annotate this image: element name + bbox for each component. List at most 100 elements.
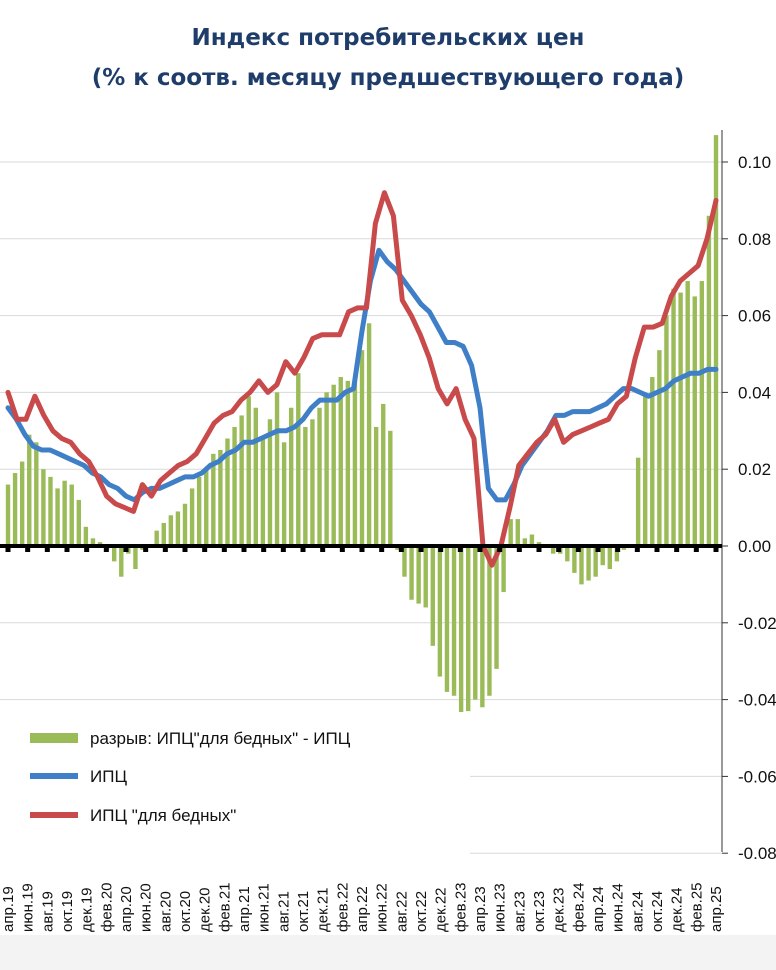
gap-bar bbox=[635, 457, 641, 546]
zero-line-tick bbox=[359, 544, 365, 552]
gap-bar bbox=[253, 407, 258, 546]
x-tick-label-30: апр.24 bbox=[590, 886, 607, 932]
x-tick-label-16: дек.21 bbox=[315, 887, 332, 932]
gap-bar bbox=[246, 396, 251, 546]
gap-bar bbox=[225, 438, 230, 546]
x-tick-label-1: июн.19 bbox=[20, 883, 37, 932]
gap-bar bbox=[182, 503, 188, 546]
gap-bar bbox=[76, 499, 81, 546]
cpi-poor-line bbox=[5, 190, 719, 568]
gap-bar bbox=[692, 296, 697, 546]
x-tick-label-27: окт.23 bbox=[531, 891, 548, 932]
gap-bar bbox=[522, 538, 528, 546]
gap-bar bbox=[607, 546, 612, 570]
gap-bar bbox=[34, 442, 39, 546]
legend-box bbox=[0, 712, 470, 862]
gap-bar bbox=[614, 546, 620, 562]
gap-bar bbox=[133, 546, 138, 570]
gap-bar bbox=[175, 511, 181, 546]
gap-bar bbox=[119, 546, 124, 577]
y-tick-label-7: -0.04 bbox=[738, 691, 776, 710]
gap-bar bbox=[296, 373, 301, 546]
gap-bar bbox=[713, 135, 719, 546]
x-tick-label-14: авг.21 bbox=[275, 891, 292, 932]
x-tick-label-28: дек.23 bbox=[551, 887, 568, 932]
zero-line-tick bbox=[202, 544, 208, 552]
zero-line-tick bbox=[25, 544, 31, 552]
zero-line-tick bbox=[418, 544, 424, 552]
x-tick-label-10: дек.20 bbox=[197, 887, 214, 932]
title-line-1: Индекс потребительских цен bbox=[191, 25, 585, 51]
zero-line-tick bbox=[556, 544, 562, 552]
gap-bar bbox=[565, 546, 570, 562]
zero-line-tick bbox=[398, 544, 404, 552]
x-tick-label-18: апр.22 bbox=[354, 886, 371, 932]
zero-line-tick bbox=[457, 544, 463, 552]
gap-bar bbox=[388, 430, 393, 546]
gap-bar bbox=[274, 392, 280, 546]
gap-bar bbox=[381, 403, 386, 546]
zero-line-tick bbox=[123, 544, 129, 552]
gap-bar bbox=[260, 438, 266, 546]
gap-bar bbox=[69, 484, 74, 546]
y-tick-label-3: 0.04 bbox=[738, 383, 771, 402]
zero-line-tick bbox=[5, 544, 11, 552]
gap-bar bbox=[678, 292, 683, 546]
gap-bar bbox=[48, 476, 53, 546]
x-tick-label-20: авг.22 bbox=[393, 891, 410, 932]
legend-label-gap: разрыв: ИПЦ"для бедных" - ИПЦ bbox=[90, 729, 351, 748]
gap-bar bbox=[671, 288, 676, 546]
x-tick-label-5: фев.20 bbox=[98, 882, 115, 932]
gap-bar bbox=[699, 281, 705, 546]
x-tick-label-7: июн.20 bbox=[138, 883, 155, 932]
x-tick-label-11: фев.21 bbox=[216, 882, 233, 932]
gap-bar bbox=[529, 534, 535, 546]
y-tick-label-2: 0.06 bbox=[738, 307, 771, 326]
gap-bar bbox=[586, 546, 591, 581]
x-tick-label-26: авг.23 bbox=[511, 891, 528, 932]
zero-line-tick bbox=[339, 544, 345, 552]
y-tick-label-6: -0.02 bbox=[738, 614, 776, 633]
x-tick-label-36: апр.25 bbox=[708, 886, 725, 932]
gap-bar bbox=[430, 546, 435, 646]
y-tick-label-5: 0.00 bbox=[738, 537, 771, 556]
gap-bar bbox=[5, 484, 11, 546]
x-tick-label-0: апр.19 bbox=[0, 886, 17, 932]
gap-bar bbox=[657, 350, 662, 546]
x-tick-label-25: июн.23 bbox=[492, 883, 509, 932]
gap-bar bbox=[458, 546, 464, 719]
x-tick-label-19: июн.22 bbox=[374, 883, 391, 932]
x-tick-label-13: июн.21 bbox=[256, 883, 273, 932]
zero-line-tick bbox=[241, 544, 247, 552]
gap-bar bbox=[550, 546, 556, 554]
gap-bar bbox=[437, 546, 443, 677]
cpi-lines bbox=[5, 190, 719, 568]
x-tick-label-31: июн.24 bbox=[610, 883, 627, 932]
gap-bar bbox=[281, 442, 287, 546]
gap-bar bbox=[112, 546, 117, 562]
gap-bar bbox=[41, 469, 46, 546]
zero-line-tick bbox=[713, 544, 719, 552]
y-tick-label-4: 0.02 bbox=[738, 460, 771, 479]
gap-bar bbox=[204, 469, 209, 546]
gap-bar bbox=[664, 315, 669, 546]
bottom-band bbox=[0, 935, 776, 970]
gap-bar bbox=[232, 426, 237, 546]
zero-line-tick bbox=[103, 544, 109, 552]
zero-line-tick bbox=[516, 544, 522, 552]
zero-line-tick bbox=[221, 544, 227, 552]
gap-bar bbox=[402, 546, 407, 577]
gap-bar bbox=[515, 519, 520, 546]
gap-bar bbox=[331, 384, 336, 546]
gap-bar bbox=[317, 407, 322, 546]
zero-line-tick bbox=[615, 544, 621, 552]
x-tick-label-23: фев.23 bbox=[452, 882, 469, 932]
x-tick-label-4: дек.19 bbox=[79, 887, 96, 932]
gap-bar bbox=[508, 519, 513, 546]
zero-line-tick bbox=[595, 544, 601, 552]
legend-swatch-gap bbox=[30, 733, 78, 743]
gap-bar bbox=[451, 546, 457, 696]
zero-line-tick bbox=[64, 544, 70, 552]
zero-line-tick bbox=[438, 544, 444, 552]
zero-line-tick bbox=[84, 544, 90, 552]
